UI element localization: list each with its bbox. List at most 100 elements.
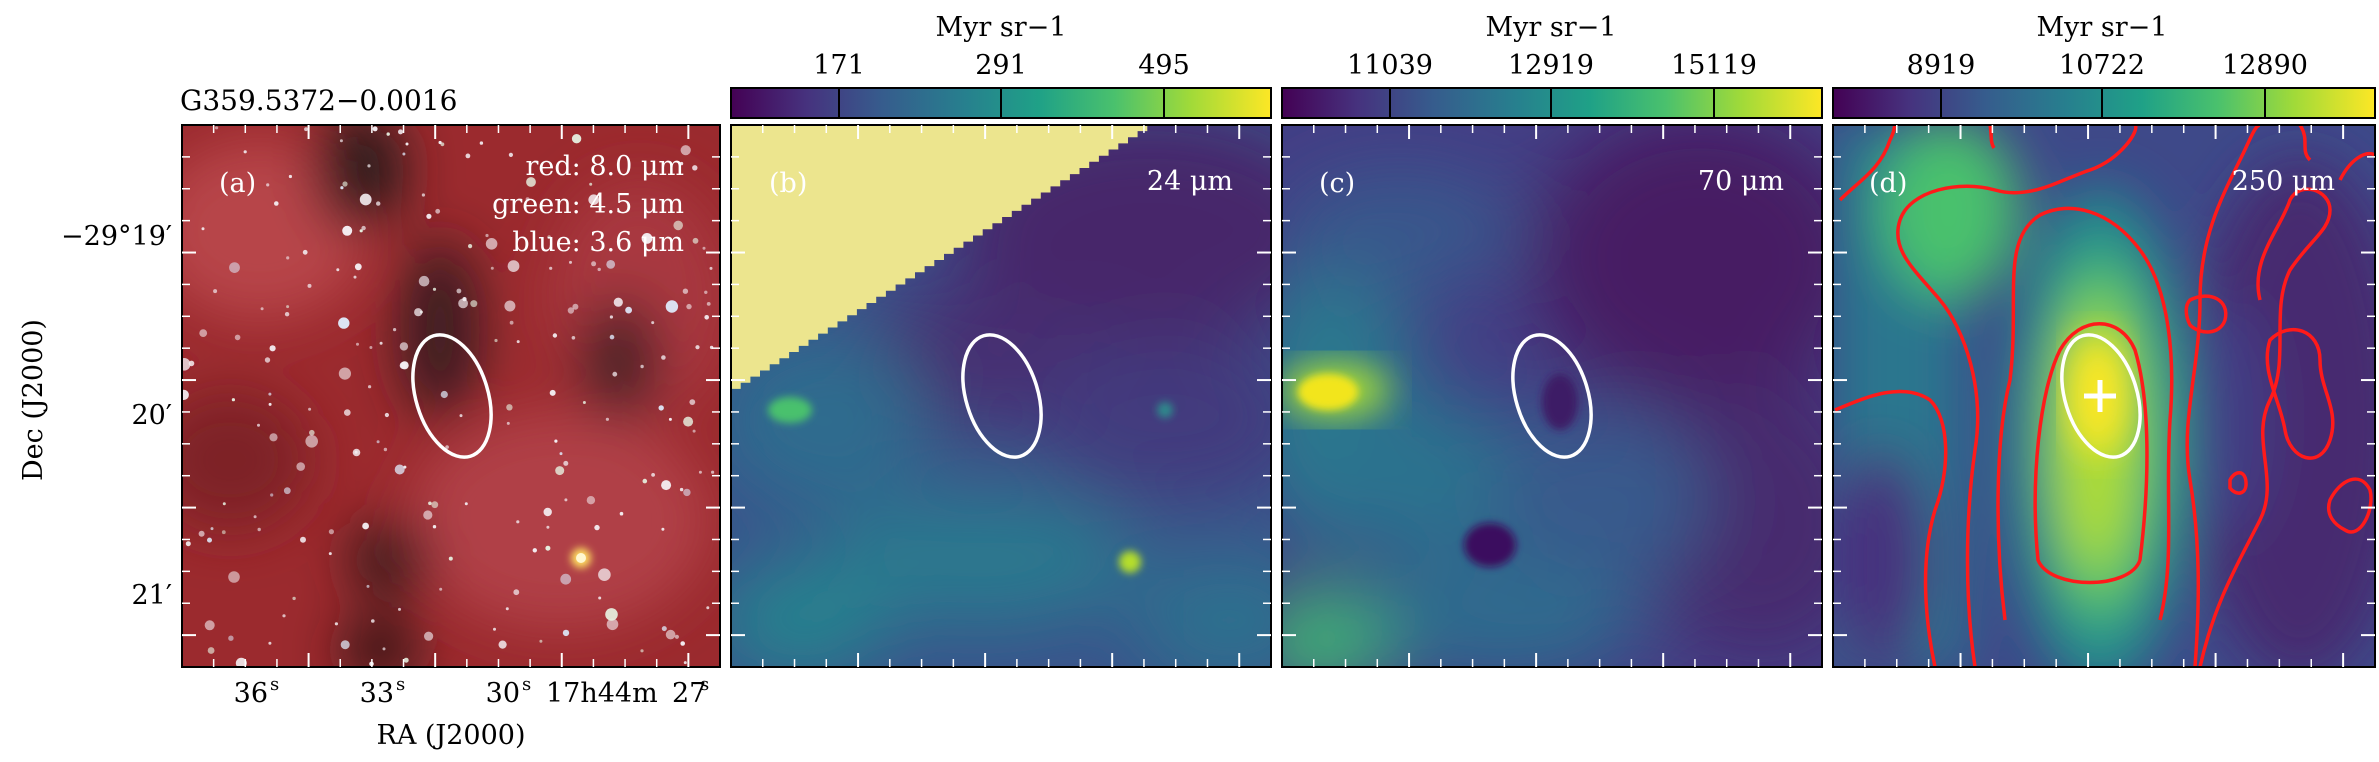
star: [338, 367, 351, 380]
star: [507, 260, 520, 272]
star: [352, 448, 361, 457]
star: [516, 520, 520, 524]
star: [462, 297, 467, 302]
panel-c-label: (c): [1319, 168, 1355, 199]
colorbar-c-unit: Myr sr−1: [1486, 12, 1617, 43]
star: [204, 620, 215, 631]
star: [564, 498, 568, 502]
star: [605, 608, 618, 621]
star: [305, 435, 319, 448]
star: [354, 263, 362, 271]
star: [414, 308, 423, 317]
star: [591, 261, 597, 267]
star: [228, 635, 234, 641]
star: [702, 246, 706, 250]
star: [296, 462, 306, 471]
star: [709, 266, 713, 270]
star: [555, 466, 565, 476]
star: [440, 390, 448, 399]
panel-a-legend-green: green: 4.5 μm: [492, 189, 684, 220]
panel-c: (c) 70 μm: [1281, 124, 1823, 668]
ra-tick-1-unit: s: [270, 674, 279, 695]
colorbar-d-bar: [1832, 87, 2376, 119]
panel-a-frame: [181, 124, 721, 668]
star: [549, 266, 553, 270]
star: [682, 288, 689, 294]
panel-b-label: (b): [769, 168, 807, 199]
star: [641, 233, 653, 244]
star: [207, 647, 215, 654]
star: [613, 297, 623, 307]
star: [215, 126, 219, 130]
star: [353, 275, 357, 279]
star: [545, 545, 551, 551]
star: [340, 186, 344, 190]
star: [508, 152, 513, 157]
star: [661, 626, 667, 632]
star: [182, 358, 191, 371]
star: [683, 488, 691, 497]
star: [698, 470, 702, 474]
star: [386, 132, 390, 136]
panel-d-ellipse: [2060, 333, 2142, 459]
star: [221, 530, 226, 535]
star: [371, 619, 375, 623]
star: [213, 289, 218, 294]
source-name-title: G359.5372−0.0016: [180, 84, 457, 117]
star: [458, 298, 468, 309]
star: [588, 194, 599, 205]
star: [288, 174, 292, 179]
star: [423, 510, 433, 520]
panel-d-contours: [1834, 125, 2375, 667]
ra-tick-label-2: 33 s: [360, 674, 406, 709]
star: [683, 661, 687, 665]
star: [359, 229, 363, 233]
panel-c-dark-knot: [1464, 523, 1516, 567]
dec-tick-label-1: −29°19′: [61, 221, 172, 252]
star: [199, 329, 208, 337]
star: [572, 303, 579, 310]
ra-tick-4-value: 27: [672, 678, 706, 709]
star: [382, 647, 386, 651]
star: [554, 439, 558, 443]
ra-tick-label-1: 36 s: [234, 674, 280, 709]
star: [464, 502, 468, 506]
star: [490, 266, 494, 270]
star: [405, 142, 409, 146]
star: [692, 237, 699, 244]
star: [439, 587, 443, 591]
star: [432, 287, 437, 291]
star: [398, 129, 403, 135]
star: [376, 201, 381, 206]
star: [257, 423, 260, 427]
star: [445, 445, 449, 449]
star: [546, 525, 550, 529]
star: [372, 126, 378, 132]
star: [606, 618, 619, 631]
star: [679, 161, 684, 166]
colorbar-b-tick-2: 291: [975, 50, 1027, 81]
star: [342, 225, 353, 236]
star: [505, 607, 509, 611]
star: [493, 627, 496, 631]
colorbar-b-tick-1: 171: [813, 50, 865, 81]
ra-tick-1-value: 36: [234, 678, 268, 709]
star: [403, 657, 409, 663]
panel-b-image: [731, 125, 1271, 667]
star: [485, 238, 498, 250]
star: [234, 334, 241, 341]
star: [361, 225, 366, 231]
star: [270, 493, 274, 497]
star: [640, 364, 644, 369]
star: [468, 244, 473, 249]
star: [228, 571, 240, 583]
x-axis-label: RA (J2000): [376, 720, 525, 751]
star: [268, 641, 272, 645]
panel-c-peak: [1298, 374, 1358, 410]
star: [658, 405, 664, 411]
colorbar-d: 8919 10722 12890 Myr sr−1: [1832, 12, 2376, 119]
star: [268, 392, 272, 396]
star: [268, 402, 272, 406]
star: [525, 197, 530, 202]
